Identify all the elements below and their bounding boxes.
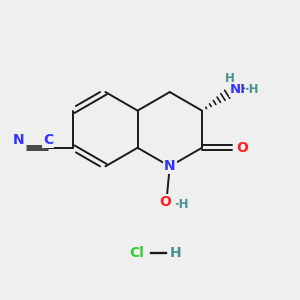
Text: C: C bbox=[43, 133, 53, 147]
Text: NH: NH bbox=[230, 83, 252, 96]
Text: H: H bbox=[225, 72, 235, 85]
Text: ·H: ·H bbox=[245, 83, 260, 96]
Text: N: N bbox=[12, 133, 24, 147]
Text: H: H bbox=[169, 245, 181, 260]
Text: Cl: Cl bbox=[129, 245, 144, 260]
Text: 2: 2 bbox=[244, 89, 252, 99]
Text: N: N bbox=[164, 159, 176, 173]
Text: ·H: ·H bbox=[175, 199, 190, 212]
Text: O: O bbox=[159, 195, 171, 209]
Text: O: O bbox=[236, 141, 248, 155]
